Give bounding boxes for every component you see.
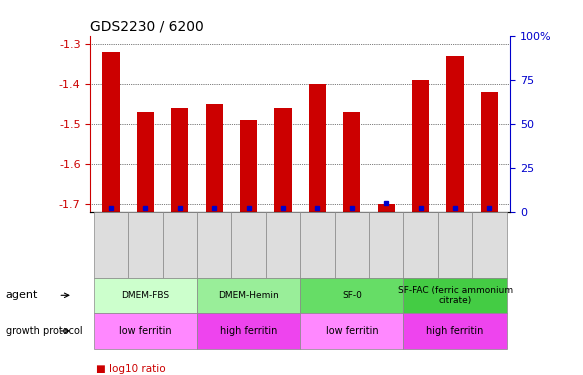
Bar <box>171 108 188 212</box>
Text: GSM81970: GSM81970 <box>416 212 425 261</box>
Bar <box>309 84 326 212</box>
Text: high ferritin: high ferritin <box>426 326 484 336</box>
Text: GSM81962: GSM81962 <box>141 212 150 261</box>
Bar <box>103 52 120 212</box>
Bar <box>438 212 472 278</box>
Bar <box>94 278 197 313</box>
Bar <box>403 313 507 349</box>
Text: ■ log10 ratio: ■ log10 ratio <box>96 364 166 374</box>
Bar <box>300 212 335 278</box>
Bar <box>412 80 429 212</box>
Text: DMEM-FBS: DMEM-FBS <box>121 291 170 300</box>
Bar <box>128 212 163 278</box>
Bar <box>403 278 507 313</box>
Bar <box>447 56 463 212</box>
Bar <box>403 212 438 278</box>
Text: GDS2230 / 6200: GDS2230 / 6200 <box>90 19 204 33</box>
Text: DMEM-Hemin: DMEM-Hemin <box>218 291 279 300</box>
Text: GSM81971: GSM81971 <box>451 212 459 261</box>
Bar <box>335 212 369 278</box>
Bar <box>197 278 300 313</box>
Bar <box>481 92 498 212</box>
Text: GSM81969: GSM81969 <box>382 212 391 261</box>
Bar <box>231 212 266 278</box>
Text: GSM81963: GSM81963 <box>175 212 184 261</box>
Text: agent: agent <box>6 290 38 300</box>
Bar <box>163 212 197 278</box>
Bar <box>343 112 360 212</box>
Bar <box>300 313 403 349</box>
Bar <box>94 313 197 349</box>
Text: GSM81966: GSM81966 <box>279 212 287 261</box>
Text: GSM81968: GSM81968 <box>347 212 356 261</box>
Bar <box>275 108 292 212</box>
Text: GSM81965: GSM81965 <box>244 212 253 261</box>
Bar <box>206 104 223 212</box>
Text: GSM81961: GSM81961 <box>107 212 115 261</box>
Bar <box>240 120 257 212</box>
Text: low ferritin: low ferritin <box>325 326 378 336</box>
Text: SF-0: SF-0 <box>342 291 362 300</box>
Bar <box>300 278 403 313</box>
Text: GSM81967: GSM81967 <box>313 212 322 261</box>
Bar <box>94 212 128 278</box>
Bar <box>266 212 300 278</box>
Text: low ferritin: low ferritin <box>119 326 172 336</box>
Bar <box>197 313 300 349</box>
Bar <box>197 212 231 278</box>
Text: growth protocol: growth protocol <box>6 326 82 336</box>
Text: high ferritin: high ferritin <box>220 326 278 336</box>
Bar <box>378 204 395 212</box>
Text: GSM81964: GSM81964 <box>210 212 219 261</box>
Text: GSM81972: GSM81972 <box>485 212 494 261</box>
Text: SF-FAC (ferric ammonium
citrate): SF-FAC (ferric ammonium citrate) <box>398 286 512 305</box>
Bar <box>369 212 403 278</box>
Bar <box>137 112 154 212</box>
Bar <box>472 212 507 278</box>
